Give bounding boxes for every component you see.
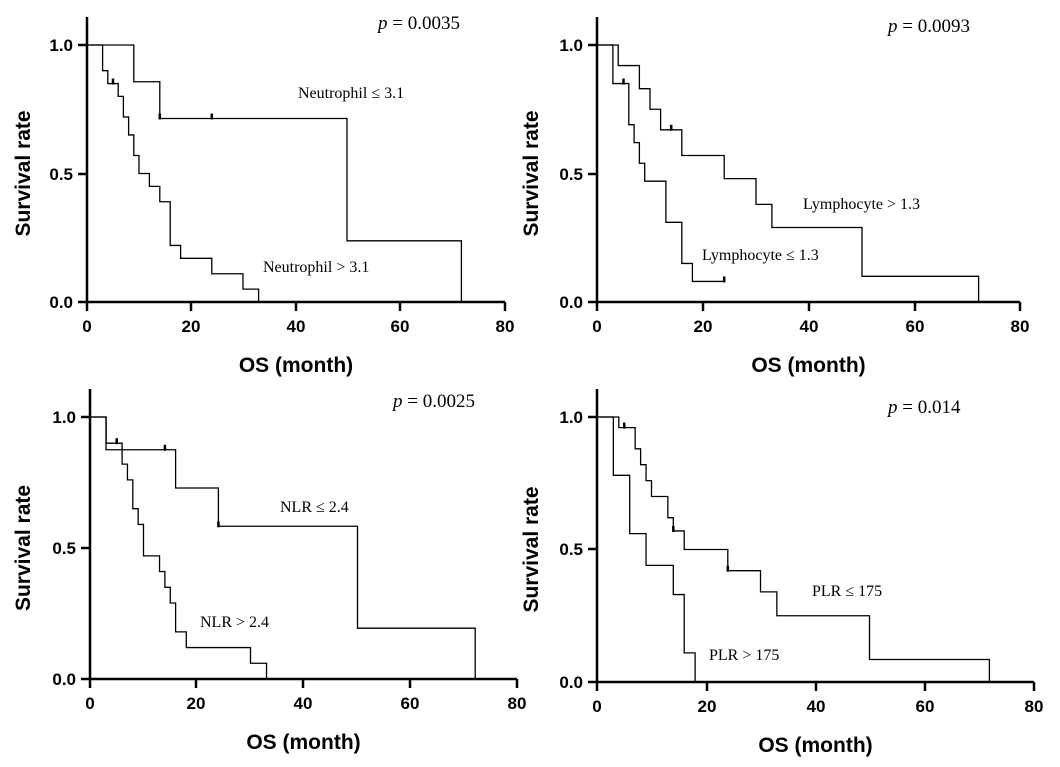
p-label: p xyxy=(376,13,388,34)
x-tick-label: 0 xyxy=(85,694,94,713)
x-tick-label: 40 xyxy=(800,317,819,336)
x-axis-title: OS (month) xyxy=(246,731,360,754)
p-value: p = 0.0093 xyxy=(886,16,970,37)
p-number: = 0.0035 xyxy=(388,13,460,34)
x-tick-label: 40 xyxy=(807,697,826,716)
x-tick-label: 60 xyxy=(906,317,925,336)
y-tick-label: 0.0 xyxy=(559,673,583,692)
x-axis-title: OS (month) xyxy=(758,734,872,757)
series-label: Lymphocyte > 1.3 xyxy=(803,196,920,213)
y-tick-label: 1.0 xyxy=(559,36,583,55)
x-tick-label: 60 xyxy=(916,697,935,716)
y-tick-label: 0.5 xyxy=(559,540,583,559)
y-tick-label: 0.5 xyxy=(559,165,583,184)
y-tick-label: 1.0 xyxy=(49,36,73,55)
survival-curve-2 xyxy=(597,44,725,283)
y-tick-label: 0.5 xyxy=(52,539,76,558)
x-tick-label: 20 xyxy=(694,317,713,336)
y-tick-label: 0.0 xyxy=(52,670,76,689)
series-label: Lymphocyte ≤ 1.3 xyxy=(702,247,819,264)
p-number: = 0.014 xyxy=(898,397,961,418)
survival-curve-1 xyxy=(597,416,991,682)
p-number: = 0.0093 xyxy=(898,16,970,37)
series-label: Neutrophil ≤ 3.1 xyxy=(298,85,404,102)
x-tick-label: 20 xyxy=(698,697,717,716)
x-tick-label: 0 xyxy=(592,317,601,336)
p-value: p = 0.014 xyxy=(886,397,961,418)
x-tick-label: 80 xyxy=(1011,317,1030,336)
y-axis-title: Survival rate xyxy=(520,110,543,236)
x-tick-label: 20 xyxy=(187,694,206,713)
p-value: p = 0.0025 xyxy=(391,391,475,412)
y-tick-label: 0.5 xyxy=(49,165,73,184)
x-tick-label: 80 xyxy=(496,317,515,336)
x-tick-label: 60 xyxy=(401,694,420,713)
x-tick-label: 0 xyxy=(82,317,91,336)
x-tick-label: 80 xyxy=(508,694,527,713)
y-axis-title: Survival rate xyxy=(12,110,35,236)
y-axis-title: Survival rate xyxy=(12,485,35,611)
x-tick-label: 80 xyxy=(1025,697,1044,716)
y-tick-label: 1.0 xyxy=(559,408,583,427)
p-label: p xyxy=(886,397,898,418)
y-tick-label: 1.0 xyxy=(52,408,76,427)
survival-curve-2 xyxy=(90,416,268,679)
x-tick-label: 20 xyxy=(182,317,201,336)
survival-curve-1 xyxy=(90,416,476,679)
km-panel-3: 0 20 40 60 80 0.0 0.5 1.0 OS (month) Survival rat… xyxy=(12,389,526,754)
p-label: p xyxy=(391,391,403,412)
survival-curve-2 xyxy=(87,44,260,302)
series-label: PLR > 175 xyxy=(709,647,779,664)
x-tick-label: 40 xyxy=(287,317,306,336)
survival-curve-1 xyxy=(597,44,980,302)
y-axis-title: Survival rate xyxy=(520,486,543,612)
y-tick-label: 0.0 xyxy=(559,293,583,312)
p-label: p xyxy=(886,16,898,37)
series-label: Neutrophil > 3.1 xyxy=(263,259,369,276)
x-tick-label: 60 xyxy=(391,317,410,336)
series-label: PLR ≤ 175 xyxy=(812,583,882,600)
x-axis-title: OS (month) xyxy=(239,354,353,377)
x-axis-title: OS (month) xyxy=(751,354,865,377)
x-tick-label: 0 xyxy=(592,697,601,716)
p-value: p = 0.0035 xyxy=(376,13,460,34)
survival-curve-2 xyxy=(597,416,696,682)
y-tick-label: 0.0 xyxy=(49,293,73,312)
km-panel-1: 0 20 40 60 80 0.0 0.5 1.0 OS (month) Survival rat… xyxy=(12,13,514,377)
series-label: NLR ≤ 2.4 xyxy=(280,499,349,516)
km-panel-2: 0 20 40 60 80 0.0 0.5 1.0 OS (month) Survival rat… xyxy=(520,16,1029,377)
x-tick-label: 40 xyxy=(294,694,313,713)
series-label: NLR > 2.4 xyxy=(200,614,269,631)
km-panel-4: 0 20 40 60 80 0.0 0.5 1.0 OS (month) Survival rat… xyxy=(520,389,1043,757)
p-number: = 0.0025 xyxy=(403,391,475,412)
